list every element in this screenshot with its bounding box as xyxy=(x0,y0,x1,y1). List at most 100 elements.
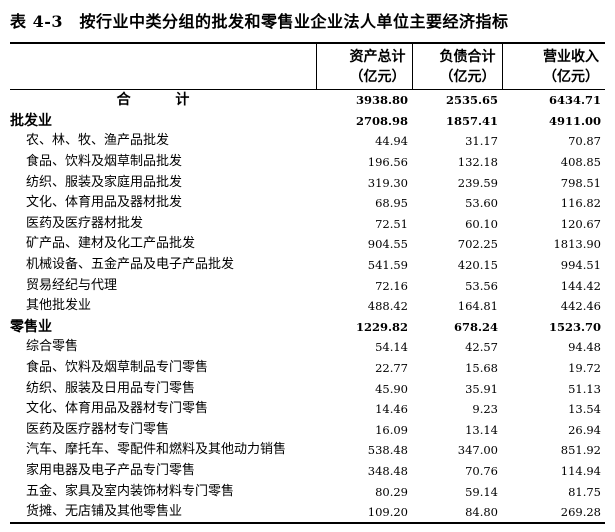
column-name: 资产总计 xyxy=(349,48,406,65)
revenue-cell: 70.87 xyxy=(568,134,601,149)
liabilities-cell: 53.56 xyxy=(465,278,498,293)
column-unit: （亿元） xyxy=(543,68,599,85)
assets-cell: 22.77 xyxy=(375,361,408,376)
table-row: 文化、体育用品及器材专门零售 14.46 9.23 13.54 xyxy=(10,399,605,420)
row-label: 家用电器及电子产品专门零售 xyxy=(26,462,196,478)
row-label: 其他批发业 xyxy=(26,298,92,314)
revenue-cell: 851.92 xyxy=(560,443,601,458)
header-row: 资产总计 （亿元） 负债合计 （亿元） 营业收入 （亿元） xyxy=(10,43,605,90)
table-row: 食品、饮料及烟草制品专门零售 22.77 15.68 19.72 xyxy=(10,358,605,379)
assets-cell: 72.51 xyxy=(375,216,408,231)
revenue-cell: 6434.71 xyxy=(548,93,601,108)
row-label: 合 计 xyxy=(116,92,210,109)
liabilities-cell: 132.18 xyxy=(457,155,498,170)
row-label: 医药及医疗器材批发 xyxy=(26,215,144,231)
assets-cell: 488.42 xyxy=(367,299,408,314)
column-header-revenue: 营业收入 （亿元） xyxy=(502,43,605,90)
revenue-cell: 994.51 xyxy=(560,258,601,273)
stub-header xyxy=(10,43,317,90)
assets-cell: 2708.98 xyxy=(355,113,408,128)
column-header-assets: 资产总计 （亿元） xyxy=(316,43,413,90)
liabilities-cell: 420.15 xyxy=(457,258,498,273)
liabilities-cell: 1857.41 xyxy=(445,113,498,128)
table-row: 矿产品、建材及化工产品批发 904.55 702.25 1813.90 xyxy=(10,234,605,255)
table-row: 纺织、服装及家庭用品批发 319.30 239.59 798.51 xyxy=(10,172,605,193)
row-label: 农、林、牧、渔产品批发 xyxy=(26,133,170,149)
liabilities-cell: 15.68 xyxy=(465,361,498,376)
table-row: 农、林、牧、渔产品批发 44.94 31.17 70.87 xyxy=(10,131,605,152)
column-unit: （亿元） xyxy=(349,68,406,85)
table-row: 医药及医疗器材专门零售 16.09 13.14 26.94 xyxy=(10,420,605,441)
revenue-cell: 269.28 xyxy=(560,505,601,520)
revenue-cell: 144.42 xyxy=(560,278,601,293)
table-title: 表 4-3 按行业中类分组的批发和零售业企业法人单位主要经济指标 xyxy=(10,12,509,31)
table-body: 合 计 3938.80 2535.65 6434.71 批发业 2708.98 1857.4… xyxy=(10,90,605,524)
liabilities-cell: 35.91 xyxy=(465,381,498,396)
assets-cell: 109.20 xyxy=(367,505,408,520)
revenue-cell: 408.85 xyxy=(560,155,601,170)
table-row: 五金、家具及室内装饰材料专门零售 80.29 59.14 81.75 xyxy=(10,481,605,502)
assets-cell: 45.90 xyxy=(375,381,408,396)
liabilities-cell: 702.25 xyxy=(457,237,498,252)
assets-cell: 319.30 xyxy=(367,175,408,190)
liabilities-cell: 60.10 xyxy=(465,216,498,231)
column-name: 营业收入 xyxy=(543,48,599,65)
table-row: 食品、饮料及烟草制品批发 196.56 132.18 408.85 xyxy=(10,152,605,173)
row-label: 文化、体育用品及器材批发 xyxy=(26,195,183,211)
revenue-cell: 114.94 xyxy=(560,463,601,478)
assets-cell: 16.09 xyxy=(375,422,408,437)
assets-cell: 54.14 xyxy=(375,340,408,355)
assets-cell: 72.16 xyxy=(375,278,408,293)
liabilities-cell: 9.23 xyxy=(472,402,498,417)
table-row: 贸易经纪与代理 72.16 53.56 144.42 xyxy=(10,275,605,296)
revenue-cell: 798.51 xyxy=(560,175,601,190)
row-label: 五金、家具及室内装饰材料专门零售 xyxy=(26,483,235,499)
table-row: 机械设备、五金产品及电子产品批发 541.59 420.15 994.51 xyxy=(10,255,605,276)
table-row: 综合零售 54.14 42.57 94.48 xyxy=(10,337,605,358)
category-row: 零售业 1229.82 678.24 1523.70 xyxy=(10,317,605,338)
revenue-cell: 1813.90 xyxy=(553,237,601,252)
row-label: 贸易经纪与代理 xyxy=(26,277,118,293)
revenue-cell: 4911.00 xyxy=(548,113,601,128)
liabilities-cell: 2535.65 xyxy=(445,93,498,108)
category-row: 批发业 2708.98 1857.41 4911.00 xyxy=(10,111,605,132)
liabilities-cell: 239.59 xyxy=(457,175,498,190)
column-unit: （亿元） xyxy=(439,68,496,85)
total-row: 合 计 3938.80 2535.65 6434.71 xyxy=(10,90,605,111)
row-label: 矿产品、建材及化工产品批发 xyxy=(26,236,196,252)
assets-cell: 80.29 xyxy=(375,484,408,499)
revenue-cell: 120.67 xyxy=(560,216,601,231)
row-label: 文化、体育用品及器材专门零售 xyxy=(26,401,209,417)
revenue-cell: 1523.70 xyxy=(548,319,601,334)
liabilities-cell: 53.60 xyxy=(465,196,498,211)
liabilities-cell: 347.00 xyxy=(457,443,498,458)
column-name: 负债合计 xyxy=(439,48,496,65)
indicator-table: 资产总计 （亿元） 负债合计 （亿元） 营业收入 （亿元） 合 计 3938.80… xyxy=(10,42,605,524)
row-label: 纺织、服装及家庭用品批发 xyxy=(26,174,183,190)
table-row: 汽车、摩托车、零配件和燃料及其他动力销售 538.48 347.00 851.92 xyxy=(10,440,605,461)
table-row: 家用电器及电子产品专门零售 348.48 70.76 114.94 xyxy=(10,461,605,482)
column-header-liabilities: 负债合计 （亿元） xyxy=(412,43,503,90)
assets-cell: 538.48 xyxy=(367,443,408,458)
revenue-cell: 81.75 xyxy=(568,484,601,499)
row-label: 零售业 xyxy=(10,318,52,335)
liabilities-cell: 164.81 xyxy=(457,299,498,314)
assets-cell: 1229.82 xyxy=(355,319,408,334)
row-label: 医药及医疗器材专门零售 xyxy=(26,421,170,437)
liabilities-cell: 42.57 xyxy=(465,340,498,355)
revenue-cell: 442.46 xyxy=(560,299,601,314)
row-label: 批发业 xyxy=(10,112,52,129)
table-row: 医药及医疗器材批发 72.51 60.10 120.67 xyxy=(10,214,605,235)
liabilities-cell: 678.24 xyxy=(453,319,498,334)
liabilities-cell: 70.76 xyxy=(465,463,498,478)
row-label: 纺织、服装及日用品专门零售 xyxy=(26,380,196,396)
revenue-cell: 19.72 xyxy=(568,361,601,376)
row-label: 货摊、无店铺及其他零售业 xyxy=(26,504,183,520)
table-header: 资产总计 （亿元） 负债合计 （亿元） 营业收入 （亿元） xyxy=(10,43,605,90)
liabilities-cell: 31.17 xyxy=(465,134,498,149)
assets-cell: 904.55 xyxy=(367,237,408,252)
row-label: 机械设备、五金产品及电子产品批发 xyxy=(26,257,235,273)
assets-cell: 14.46 xyxy=(375,402,408,417)
liabilities-cell: 13.14 xyxy=(465,422,498,437)
revenue-cell: 116.82 xyxy=(560,196,601,211)
